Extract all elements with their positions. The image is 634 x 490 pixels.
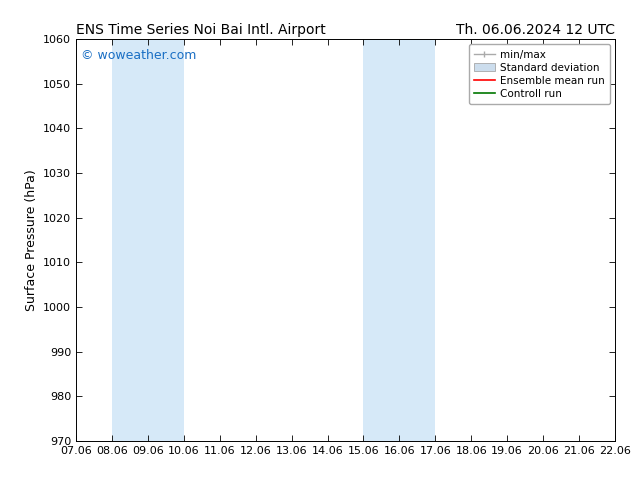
Y-axis label: Surface Pressure (hPa): Surface Pressure (hPa) (25, 169, 37, 311)
Text: © woweather.com: © woweather.com (81, 49, 197, 62)
Bar (363, 39, 436, 441)
Text: Th. 06.06.2024 12 UTC: Th. 06.06.2024 12 UTC (456, 23, 615, 37)
Bar (363, 39, 436, 441)
Legend: min/max, Standard deviation, Ensemble mean run, Controll run: min/max, Standard deviation, Ensemble me… (469, 45, 610, 104)
Text: ENS Time Series Noi Bai Intl. Airport: ENS Time Series Noi Bai Intl. Airport (76, 23, 326, 37)
Bar (112, 39, 184, 441)
